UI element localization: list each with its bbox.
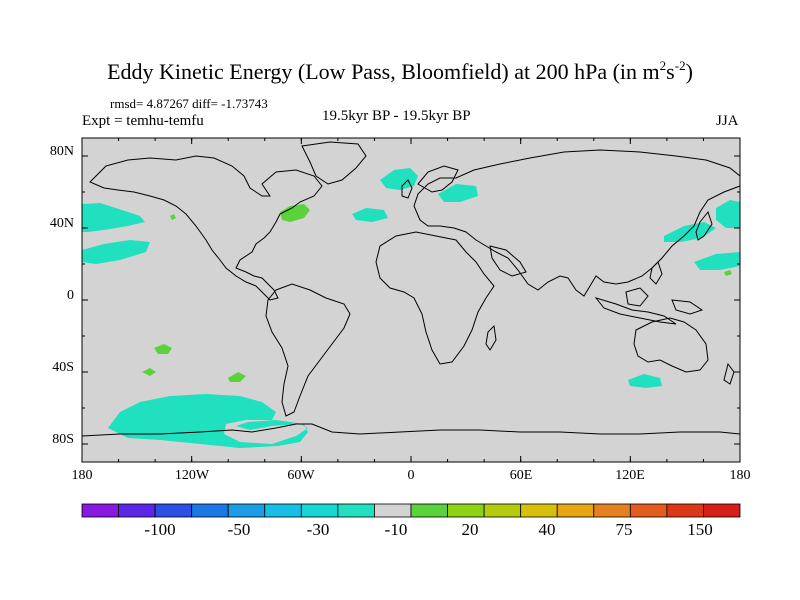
- colorbar: [81, 503, 741, 518]
- coast-scandinavia: [417, 165, 459, 193]
- lon-label-180e: 180: [729, 468, 751, 483]
- lat-label-0: 0: [67, 288, 74, 303]
- coastlines: [81, 141, 741, 437]
- coast-philippines: [649, 261, 663, 285]
- lat-label-80n: 80N: [49, 144, 74, 159]
- colorbar-swatch: [337, 503, 375, 518]
- coast-north-america: [89, 155, 323, 301]
- lon-label-120e: 120E: [615, 468, 645, 483]
- axis-ticks: [81, 138, 741, 462]
- coast-indonesia: [594, 297, 677, 325]
- colorbar-label-neg10: -10: [384, 520, 408, 539]
- colorbar-label-75: 75: [615, 520, 633, 539]
- cyan-region-natlantic: [352, 208, 388, 222]
- plot-title: Eddy Kinetic Energy (Low Pass, Bloomfiel…: [107, 58, 693, 84]
- coast-south-america: [265, 283, 351, 417]
- colorbar-swatch: [556, 503, 595, 518]
- cyan-region-europe: [438, 184, 478, 202]
- colorbar-label-neg100: -100: [144, 520, 176, 539]
- colorbar-swatch: [264, 503, 302, 518]
- coast-new-guinea: [671, 299, 704, 315]
- coast-africa: [375, 231, 495, 365]
- lon-label-60w: 60W: [287, 468, 315, 483]
- colorbar-swatch: [374, 503, 412, 518]
- colorbar-swatch: [227, 503, 266, 518]
- green-region-sp-2: [142, 368, 156, 376]
- coast-arabia: [489, 245, 527, 277]
- green-region-sp-1: [154, 344, 172, 354]
- cyan-region-npacific-east-1: [716, 200, 740, 228]
- coast-uk: [401, 179, 413, 199]
- colorbar-label-40: 40: [538, 520, 556, 539]
- coast-madagascar: [485, 324, 497, 351]
- cyan-region-npacific-west: [82, 203, 145, 232]
- lon-label-120w: 120W: [174, 468, 210, 483]
- coast-australia: [633, 317, 709, 373]
- green-region-nw-atlantic-dot: [170, 214, 176, 220]
- lat-label-80s: 80S: [52, 432, 74, 447]
- green-region-japan-dot: [724, 270, 732, 276]
- coast-japan: [695, 210, 713, 241]
- colorbar-swatch: [191, 503, 229, 518]
- cyan-region-nsea: [380, 168, 418, 190]
- colorbar-swatch: [154, 503, 193, 518]
- coast-new-zealand: [723, 362, 735, 385]
- lon-label-60e: 60E: [509, 468, 533, 483]
- colorbar-swatch: [520, 503, 558, 518]
- cyan-region-australia: [628, 374, 662, 388]
- colorbar-swatch: [666, 503, 704, 518]
- colorbar-swatch: [703, 503, 741, 518]
- lat-label-40n: 40N: [49, 216, 74, 231]
- period-label: 19.5kyr BP - 19.5kyr BP: [322, 108, 471, 124]
- experiment-label: Expt = temhu-temfu: [82, 113, 204, 129]
- colorbar-swatch: [118, 503, 156, 518]
- colorbar-swatch: [483, 503, 522, 518]
- cyan-region-npacific-southwest: [82, 240, 150, 264]
- colorbar-label-150: 150: [687, 520, 713, 539]
- colorbar-swatch: [81, 503, 119, 518]
- green-region-sp-3: [228, 372, 246, 382]
- coast-antarctica: [81, 423, 741, 437]
- colorbar-swatch: [410, 503, 448, 518]
- coast-greenland: [301, 141, 367, 185]
- colorbar-swatch: [593, 503, 631, 518]
- coast-eurasia: [413, 149, 741, 297]
- lon-label-0: 0: [407, 468, 415, 483]
- coast-borneo: [625, 287, 649, 307]
- green-region-ne-america: [280, 204, 310, 222]
- colorbar-swatch: [447, 503, 485, 518]
- lon-label-180w: 180: [71, 468, 93, 483]
- cyan-region-npacific-east-3: [694, 252, 740, 270]
- colorbar-label-20: 20: [461, 520, 479, 539]
- colorbar-label-neg30: -30: [306, 520, 330, 539]
- colorbar-swatch: [629, 503, 668, 518]
- stats-label: rmsd= 4.87267 diff= -1.73743: [110, 96, 268, 111]
- lat-label-40s: 40S: [52, 360, 74, 375]
- colorbar-swatch: [300, 503, 339, 518]
- season-label: JJA: [716, 113, 739, 129]
- colorbar-label-neg50: -50: [227, 520, 251, 539]
